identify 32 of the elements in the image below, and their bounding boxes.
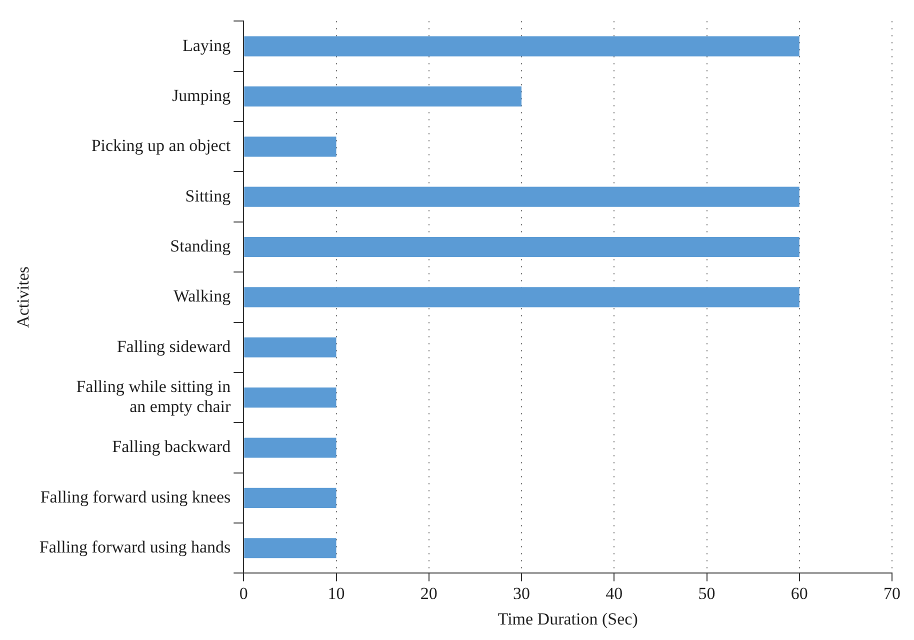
y-tick-label: Standing [170, 236, 232, 256]
y-tick-label: Falling sideward [116, 336, 232, 356]
x-tick-label: 40 [606, 584, 623, 603]
y-tick-label: Walking [173, 286, 232, 306]
bar [244, 236, 800, 258]
x-tick-label: 20 [420, 584, 438, 603]
y-tick-label: Jumping [172, 86, 232, 105]
bar [244, 388, 336, 408]
bar [244, 86, 522, 107]
x-tick-label: 10 [328, 584, 345, 603]
bar [244, 538, 336, 558]
y-tick-label: Laying [182, 36, 232, 55]
y-tick-label: Falling forward using knees [40, 487, 231, 506]
bar [244, 438, 336, 458]
bar [244, 136, 336, 157]
bar [244, 488, 336, 508]
x-tick-label: 70 [884, 584, 900, 603]
x-tick-label: 0 [239, 584, 248, 603]
bar [244, 337, 336, 358]
x-tick-label: 30 [513, 584, 530, 603]
x-tick-label: 50 [698, 584, 716, 603]
y-axis-title: Activites [14, 266, 33, 328]
y-tick-label: Falling backward [112, 437, 232, 456]
y-tick-label: Falling while sitting in an empty chair [76, 376, 232, 416]
bar [244, 287, 800, 308]
x-tick-label: 60 [790, 584, 808, 603]
x-axis-title: Time Duration (Sec) [498, 609, 638, 628]
bar [244, 36, 800, 56]
y-tick-label: Picking up an object [91, 136, 231, 156]
y-tick-label: Falling forward using hands [39, 538, 231, 557]
bar [244, 186, 800, 207]
y-tick-label: Sitting [185, 186, 232, 206]
